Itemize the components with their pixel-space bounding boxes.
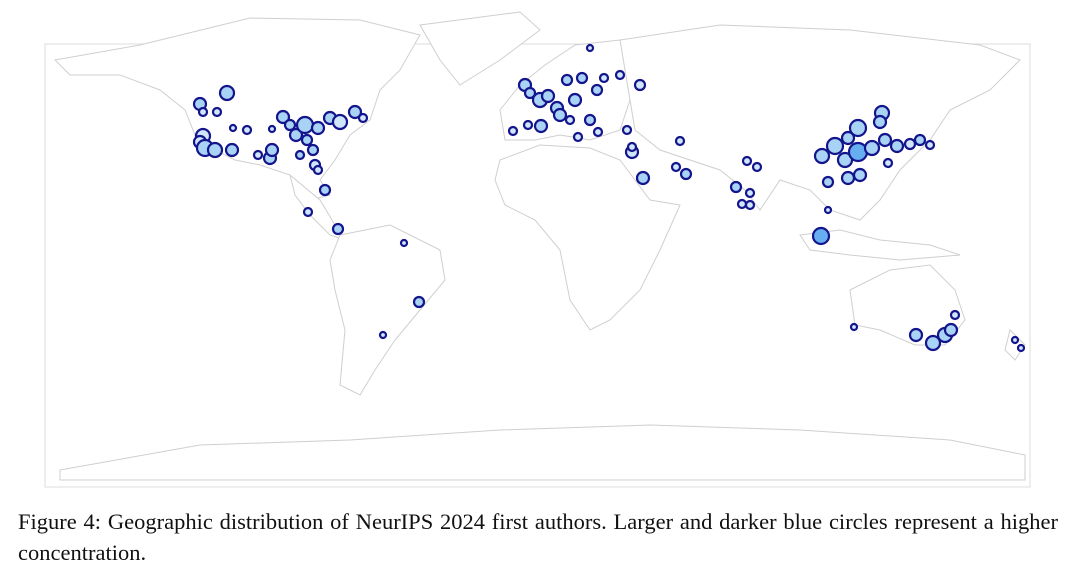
author-circle [913,133,927,147]
author-circle [295,115,315,135]
author-circle [218,84,236,102]
author-circle [744,199,756,211]
author-circle [863,139,881,157]
author-circle [197,106,209,118]
author-circle [300,133,314,147]
author-circle [523,86,537,100]
author-circle [903,137,917,151]
north-america [53,17,421,201]
author-circle [889,138,905,154]
author-circle [908,327,924,343]
author-circle [729,180,743,194]
author-circle [294,149,306,161]
author-circle [736,198,748,210]
author-circle [357,112,369,124]
author-circle [635,170,651,186]
author-circle [507,125,519,137]
author-circle [813,147,831,165]
author-circle [670,161,682,173]
author-circle [852,167,868,183]
author-circle [583,113,597,127]
world-map [44,11,1031,488]
author-circles [192,43,1026,353]
author-circle [943,322,959,338]
author-circle [412,295,426,309]
author-circle [679,167,693,181]
author-circle [347,104,363,120]
author-circle [206,141,224,159]
author-circle [924,139,936,151]
author-circle [811,226,831,246]
author-circle [552,107,568,123]
author-circle [849,322,859,332]
author-circle [924,334,942,352]
antarctica [59,424,1026,481]
new-zealand [1004,329,1026,361]
author-circle [318,183,332,197]
greenland [419,11,541,86]
author-circle [399,238,409,248]
author-circle [744,187,756,199]
author-circle [877,132,893,148]
author-circle [331,113,349,131]
author-circle [331,222,345,236]
author-circle [949,309,961,321]
author-circle [598,72,610,84]
author-circle [533,118,549,134]
author-circle [275,109,291,125]
author-circle [614,69,626,81]
author-circle [211,106,223,118]
author-circle [741,155,753,167]
author-circle [378,330,388,340]
author-circle [590,83,604,97]
author-circle [840,170,856,186]
landmasses [53,11,1026,481]
author-circle [621,124,633,136]
south-america [329,224,446,396]
author-circle [592,126,604,138]
author-circle [674,135,686,147]
author-circle [572,131,584,143]
author-circle [872,114,888,130]
author-circle [823,205,833,215]
africa [494,144,681,331]
indonesia [799,229,961,261]
author-circle [312,164,324,176]
author-circle [848,118,868,138]
author-circle [241,124,253,136]
author-circle [1016,343,1026,353]
author-circle [310,120,326,136]
author-circle [585,43,595,53]
author-circle [882,157,894,169]
asia [619,24,1021,221]
author-circle [224,142,240,158]
author-circle [840,130,856,146]
author-circle [564,114,576,126]
author-circle [633,78,647,92]
central-america [289,173,347,241]
author-circle [288,127,304,143]
author-circle [522,119,534,131]
map-frame [44,43,1031,488]
author-circle [825,136,845,156]
author-circle [267,124,277,134]
author-circle [626,141,638,153]
author-circle [228,123,238,133]
author-circle [540,88,556,104]
author-circle [821,175,835,189]
author-circle [302,206,314,218]
author-circle [264,142,280,158]
author-circle [252,149,264,161]
author-circle [751,161,763,173]
author-circle [283,118,297,132]
figure-caption: Figure 4: Geographic distribution of Neu… [18,509,1058,565]
author-circle [560,73,574,87]
author-circle [1010,335,1020,345]
author-circle [567,92,583,108]
author-circle [575,71,589,85]
author-circle [306,143,320,157]
